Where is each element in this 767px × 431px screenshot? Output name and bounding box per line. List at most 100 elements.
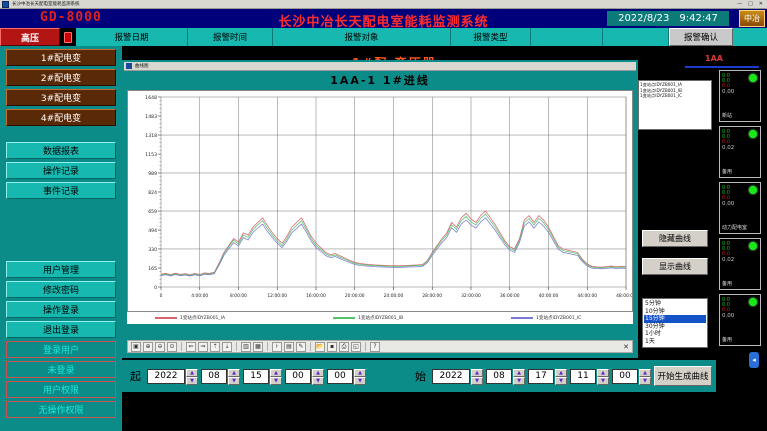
- sidebar-item-data-report[interactable]: 数据报表: [6, 142, 116, 159]
- zoom-select-icon[interactable]: ⊙: [167, 341, 177, 352]
- pan-up-icon[interactable]: ⇡: [210, 341, 220, 352]
- help-icon[interactable]: ?: [370, 341, 380, 352]
- minimize-button[interactable]: —: [737, 1, 743, 7]
- end-day-up-icon[interactable]: ▲: [555, 368, 567, 377]
- zoom-in-icon[interactable]: ⊕: [143, 341, 153, 352]
- high-voltage-button[interactable]: 高压: [0, 28, 60, 46]
- end-day-input[interactable]: [528, 368, 554, 384]
- sidebar-item-change-password[interactable]: 修改密码: [6, 281, 116, 298]
- reset-view-icon[interactable]: ▣: [131, 341, 141, 352]
- tag-list-item-ia[interactable]: 1变站点IDYZB001_IA: [640, 82, 682, 87]
- start-minute-up-icon[interactable]: ▲: [354, 368, 366, 377]
- generate-curve-button[interactable]: 开始生成曲线: [654, 366, 712, 386]
- end-minute-stepper[interactable]: ▲ ▼: [612, 368, 651, 385]
- open-icon[interactable]: 📂: [315, 341, 325, 352]
- start-day-up-icon[interactable]: ▲: [270, 368, 282, 377]
- sidebar-item-transformer-3[interactable]: 3#配电变: [6, 89, 116, 106]
- tag-selection-list[interactable]: 1变站点IDYZB001_IA 1变站点IDYZB001_IB 1变站点IDYZ…: [638, 80, 712, 130]
- chart-toolbar-close-icon[interactable]: ✕: [623, 342, 629, 351]
- alarm-ack-button[interactable]: 报警确认: [669, 28, 733, 46]
- end-day-stepper[interactable]: ▲ ▼: [528, 368, 567, 385]
- end-hour-input[interactable]: [570, 368, 596, 384]
- show-curve-button[interactable]: 显示曲线: [642, 258, 708, 275]
- end-day-down-icon[interactable]: ▼: [555, 376, 567, 385]
- start-minute-input[interactable]: [327, 368, 353, 384]
- pan-down-icon[interactable]: ⇣: [222, 341, 232, 352]
- sidebar-item-operator-login[interactable]: 操作登录: [6, 301, 116, 318]
- start-year-up-icon[interactable]: ▲: [186, 368, 198, 377]
- start-month-stepper[interactable]: ▲ ▼: [201, 368, 240, 385]
- sidebar-item-logout[interactable]: 退出登录: [6, 321, 116, 338]
- start-day-stepper[interactable]: ▲ ▼: [243, 368, 282, 385]
- interval-option-30min[interactable]: 30分钟: [645, 322, 665, 330]
- end-minute-down-icon[interactable]: ▼: [639, 376, 651, 385]
- chart-type-icon[interactable]: ▥: [241, 341, 251, 352]
- end-hour-up-icon[interactable]: ▲: [597, 368, 609, 377]
- marker-icon[interactable]: ⊦: [272, 341, 282, 352]
- start-hour-input[interactable]: [285, 368, 311, 384]
- interval-option-1hour[interactable]: 1小时: [645, 330, 661, 338]
- legend-item-ic[interactable]: 1变站点IDYZB001_IC: [511, 315, 581, 321]
- zoom-out-icon[interactable]: ⊖: [155, 341, 165, 352]
- chart-plot-area[interactable]: 1648 1483 1318 1153 989 824 659 494 330 165 0 0 4:00…: [127, 90, 633, 312]
- close-button[interactable]: ✕: [758, 1, 763, 7]
- start-hour-up-icon[interactable]: ▲: [312, 368, 324, 377]
- properties-icon[interactable]: ✎: [296, 341, 306, 352]
- start-day-down-icon[interactable]: ▼: [270, 376, 282, 385]
- feeder-card[interactable]: 0.0 0.0 0.0 0.02 备用: [719, 238, 761, 290]
- end-year-up-icon[interactable]: ▲: [471, 368, 483, 377]
- grid-icon[interactable]: ▦: [253, 341, 263, 352]
- legend-icon[interactable]: ▤: [284, 341, 294, 352]
- maximize-button[interactable]: □: [748, 1, 753, 7]
- legend-item-ia[interactable]: 1变站点IDYZB001_IA: [155, 315, 225, 321]
- start-month-input[interactable]: [201, 368, 227, 384]
- interval-option-15min[interactable]: 15分钟: [644, 315, 706, 323]
- tag-list-item-ic[interactable]: 1变站点IDYZB001_IC: [640, 93, 683, 98]
- end-month-input[interactable]: [486, 368, 512, 384]
- start-month-up-icon[interactable]: ▲: [228, 368, 240, 377]
- legend-item-ib[interactable]: 1变站点IDYZB001_IB: [333, 315, 403, 321]
- start-minute-stepper[interactable]: ▲ ▼: [327, 368, 366, 385]
- legend-swatch-ib: [333, 317, 356, 319]
- start-hour-down-icon[interactable]: ▼: [312, 376, 324, 385]
- tag-list-item-ib[interactable]: 1变站点IDYZB001_IB: [640, 87, 682, 93]
- end-year-stepper[interactable]: ▲ ▼: [432, 368, 483, 385]
- interval-list[interactable]: 5分钟 10分钟 15分钟 30分钟 1小时 1天: [642, 298, 708, 348]
- feeder-card[interactable]: 0.0 0.0 0.0 0.00 备用: [719, 294, 761, 346]
- interval-option-1day[interactable]: 1天: [645, 337, 655, 345]
- interval-option-5min[interactable]: 5分钟: [645, 300, 661, 307]
- start-hour-stepper[interactable]: ▲ ▼: [285, 368, 324, 385]
- start-month-down-icon[interactable]: ▼: [228, 376, 240, 385]
- print-icon[interactable]: ⎙: [339, 341, 349, 352]
- start-year-input[interactable]: [147, 368, 185, 384]
- interval-option-10min[interactable]: 10分钟: [645, 307, 665, 315]
- end-minute-input[interactable]: [612, 368, 638, 384]
- sidebar-item-transformer-1[interactable]: 1#配电变: [6, 49, 116, 66]
- end-year-input[interactable]: [432, 368, 470, 384]
- end-month-up-icon[interactable]: ▲: [513, 368, 525, 377]
- end-year-down-icon[interactable]: ▼: [471, 376, 483, 385]
- end-minute-up-icon[interactable]: ▲: [639, 368, 651, 377]
- collapse-panel-icon[interactable]: ◂: [749, 352, 759, 368]
- sidebar-item-event-log[interactable]: 事件记录: [6, 182, 116, 199]
- end-month-stepper[interactable]: ▲ ▼: [486, 368, 525, 385]
- end-hour-down-icon[interactable]: ▼: [597, 376, 609, 385]
- end-hour-stepper[interactable]: ▲ ▼: [570, 368, 609, 385]
- preview-icon[interactable]: ◱: [351, 341, 361, 352]
- feeder-card[interactable]: 0.0 0.0 0.0 0.00 新站: [719, 70, 761, 122]
- pan-right-icon[interactable]: ⇒: [198, 341, 208, 352]
- start-year-stepper[interactable]: ▲ ▼: [147, 368, 198, 385]
- start-year-down-icon[interactable]: ▼: [186, 376, 198, 385]
- save-icon[interactable]: ▪: [327, 341, 337, 352]
- sidebar-item-user-management[interactable]: 用户管理: [6, 261, 116, 278]
- start-minute-down-icon[interactable]: ▼: [354, 376, 366, 385]
- feeder-card[interactable]: 0.0 0.0 0.0 0.00 动力配电室: [719, 182, 761, 234]
- end-month-down-icon[interactable]: ▼: [513, 376, 525, 385]
- sidebar-item-transformer-4[interactable]: 4#配电变: [6, 109, 116, 126]
- start-day-input[interactable]: [243, 368, 269, 384]
- pan-left-icon[interactable]: ⇐: [186, 341, 196, 352]
- sidebar-item-transformer-2[interactable]: 2#配电变: [6, 69, 116, 86]
- feeder-card[interactable]: 0.0 0.0 0.0 0.02 备用: [719, 126, 761, 178]
- sidebar-item-operation-log[interactable]: 操作记录: [6, 162, 116, 179]
- hide-curve-button[interactable]: 隐藏曲线: [642, 230, 708, 247]
